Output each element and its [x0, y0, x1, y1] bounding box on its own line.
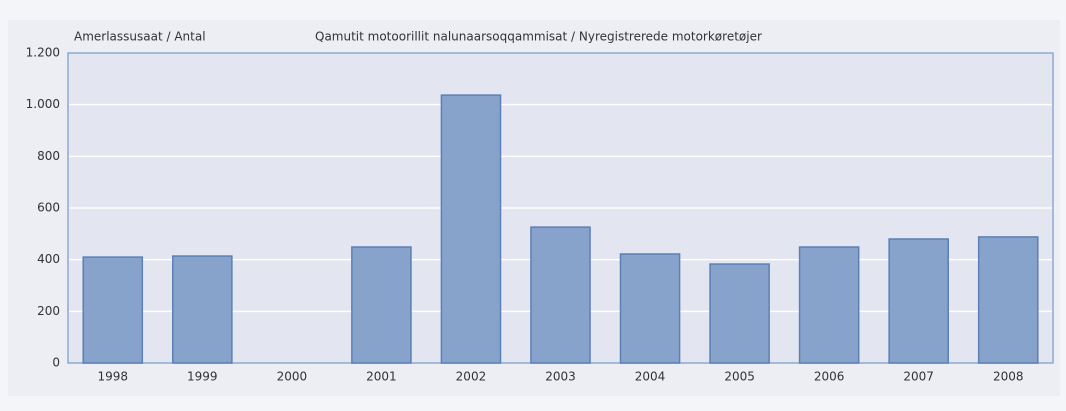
x-tick-label: 2005 — [724, 370, 755, 384]
bar — [798, 246, 860, 364]
bar — [977, 236, 1039, 364]
x-tick-label: 2000 — [277, 370, 308, 384]
y-tick-label: 200 — [37, 304, 60, 318]
y-axis-label: Amerlassusaat / Antal — [74, 30, 206, 44]
chart-title: Qamutit motoorillit nalunaarsoqqammisat … — [315, 30, 762, 44]
y-tick-label: 600 — [37, 201, 60, 215]
bar — [440, 94, 502, 364]
bar — [82, 256, 144, 364]
y-tick-label: 1.200 — [26, 46, 60, 60]
x-tick-label: 2006 — [814, 370, 845, 384]
x-tick-label: 2002 — [456, 370, 487, 384]
x-tick-label: 2004 — [635, 370, 666, 384]
x-tick-label: 1998 — [97, 370, 128, 384]
bar — [351, 246, 412, 364]
bar — [172, 255, 233, 364]
bar — [888, 238, 949, 364]
x-tick-label: 2003 — [545, 370, 576, 384]
bar — [619, 253, 681, 364]
y-tick-label: 400 — [37, 252, 60, 266]
y-tick-label: 800 — [37, 149, 60, 163]
bar — [709, 263, 770, 364]
y-tick-label: 0 — [52, 356, 60, 370]
x-tick-label: 1999 — [187, 370, 218, 384]
y-tick-label: 1.000 — [26, 97, 60, 111]
x-tick-label: 2007 — [903, 370, 934, 384]
bar — [530, 226, 591, 364]
x-tick-label: 2008 — [993, 370, 1024, 384]
x-tick-label: 2001 — [366, 370, 397, 384]
